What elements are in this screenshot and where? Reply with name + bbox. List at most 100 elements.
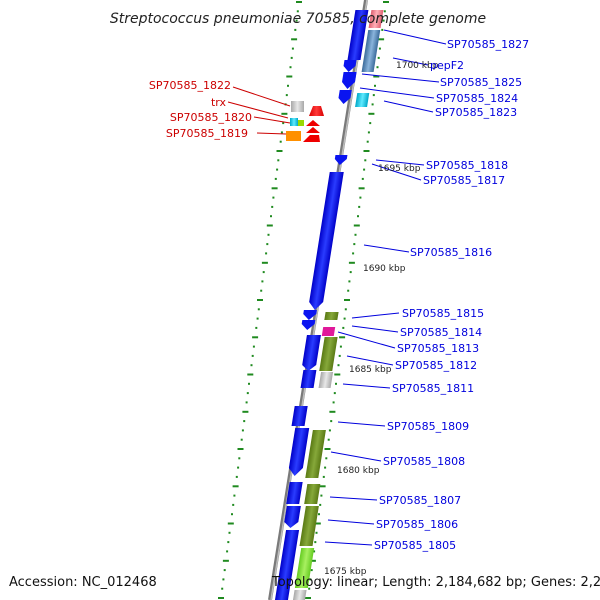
gene-olive-1806[interactable] [299,506,319,546]
gene-sp70585-1815[interactable] [302,310,317,320]
label-pepf2[interactable]: pepF2 [430,59,464,72]
label-sp70585-1820[interactable]: SP70585_1820 [170,111,252,124]
label-sp70585-1825[interactable]: SP70585_1825 [440,76,522,89]
gene-sp70585-1806[interactable] [283,506,301,528]
gene-sp70585-1823[interactable] [355,93,370,107]
label-sp70585-1819[interactable]: SP70585_1819 [166,127,248,140]
gene-olive-1813[interactable] [319,337,338,371]
scale-tick [246,392,249,395]
topology-text: Topology: linear; Length: 2,184,682 bp; … [271,575,600,590]
gene-olive-1815[interactable] [324,312,339,320]
scale-label-1690: 1690 kbp [363,264,406,274]
scale-tick [237,448,244,450]
scale-tick [344,308,347,311]
gene-sp70585-1824[interactable] [338,90,352,104]
gene-sp70585-1808[interactable] [305,430,326,478]
scale-tick [245,401,248,404]
gene-sp70585-1814[interactable] [301,320,316,330]
scale-tick [277,159,280,162]
scale-tick [280,131,283,134]
scale-tick [348,280,351,283]
gene-sp70585-1820[interactable] [290,118,298,126]
scale-tick [335,382,337,385]
label-sp70585-1813[interactable]: SP70585_1813 [397,342,479,355]
label-sp70585-1824[interactable]: SP70585_1824 [436,92,518,105]
scale-tick [342,326,345,329]
scale-tick [334,373,341,376]
scale-tick [319,485,326,488]
scale-tick [267,233,270,236]
scale-tick [376,66,379,69]
gene-upper-1809[interactable] [291,406,308,426]
label-sp70585-1818[interactable]: SP70585_1818 [426,159,508,172]
scale-tick [221,587,224,590]
label-sp70585-1807[interactable]: SP70585_1807 [379,494,461,507]
label-sp70585-1814[interactable]: SP70585_1814 [400,326,482,339]
label-sp70585-1823[interactable]: SP70585_1823 [435,106,517,119]
scale-tick [240,438,243,441]
gene-pepf2[interactable] [361,30,381,72]
scale-tick [276,150,283,152]
label-sp70585-1815[interactable]: SP70585_1815 [402,307,484,320]
gene-sp70585-1805[interactable] [274,530,300,600]
label-sp70585-1827[interactable]: SP70585_1827 [447,38,529,51]
gene-magenta-1814[interactable] [321,327,336,336]
scale-tick [261,280,264,283]
label-sp70585-1822[interactable]: SP70585_1822 [149,79,231,92]
scale-tick [261,261,268,264]
label-sp70585-1812[interactable]: SP70585_1812 [395,359,477,372]
scale-ticks-left [218,1,302,599]
gene-pink-top[interactable] [368,10,384,28]
scale-labels: 1700 kbp 1695 kbp 1690 kbp 1685 kbp 1680… [324,61,439,577]
gene-sp70585-1820b[interactable] [298,120,304,126]
gene-sp70585-1809[interactable] [288,428,310,476]
label-sp70585-1817[interactable]: SP70585_1817 [423,174,505,187]
scale-tick [309,578,312,581]
gene-sp70585-1822[interactable] [291,101,304,112]
gene-sp70585-1818[interactable] [334,155,348,165]
scale-tick [256,317,259,320]
gene-red-arrow-a[interactable] [306,120,320,126]
label-sp70585-1808[interactable]: SP70585_1808 [383,455,465,468]
gene-olive-1807[interactable] [304,484,321,504]
scale-tick [347,289,350,292]
scale-tick [308,587,311,590]
gene-sp70585-1816[interactable] [308,172,344,310]
scale-tick [222,559,229,562]
label-sp70585-1805[interactable]: SP70585_1805 [374,539,456,552]
gene-red-arrow-b[interactable] [306,127,320,133]
gene-grey-bottom[interactable] [292,590,307,600]
label-sp70585-1811[interactable]: SP70585_1811 [392,382,474,395]
gene-sp70585-1825[interactable] [341,72,357,89]
gene-lime-1805[interactable] [294,548,315,588]
gene-sp70585-1812[interactable] [301,335,321,371]
scale-tick [339,336,346,339]
gene-red-arrow-c[interactable] [303,135,320,142]
scale-tick [279,140,282,143]
gene-sp70585-1827[interactable] [347,10,369,60]
scale-tick [291,38,298,41]
label-sp70585-1806[interactable]: SP70585_1806 [376,518,458,531]
label-sp70585-1816[interactable]: SP70585_1816 [410,246,492,259]
gene-sp70585-1807[interactable] [286,482,303,504]
scale-tick [329,410,336,413]
scale-tick [325,457,328,460]
label-sp70585-1809[interactable]: SP70585_1809 [387,420,469,433]
gene-sp70585-1811[interactable] [300,370,317,388]
gene-sp70585-1819[interactable] [286,131,301,141]
scale-tick [265,252,268,255]
gene-trx[interactable] [309,106,324,116]
scale-tick [242,410,249,413]
scale-label-1685: 1685 kbp [349,365,392,375]
scale-tick [266,224,273,227]
scale-tick [310,569,313,572]
label-trx[interactable]: trx [211,96,227,109]
scale-tick [353,243,356,246]
gene-arrow-1825a[interactable] [343,60,357,72]
scale-tick [271,205,274,208]
scale-tick [378,38,385,41]
scale-tick [374,84,376,87]
gene-grey-1811[interactable] [318,372,334,388]
scale-tick [366,140,369,143]
scale-tick [248,382,250,385]
